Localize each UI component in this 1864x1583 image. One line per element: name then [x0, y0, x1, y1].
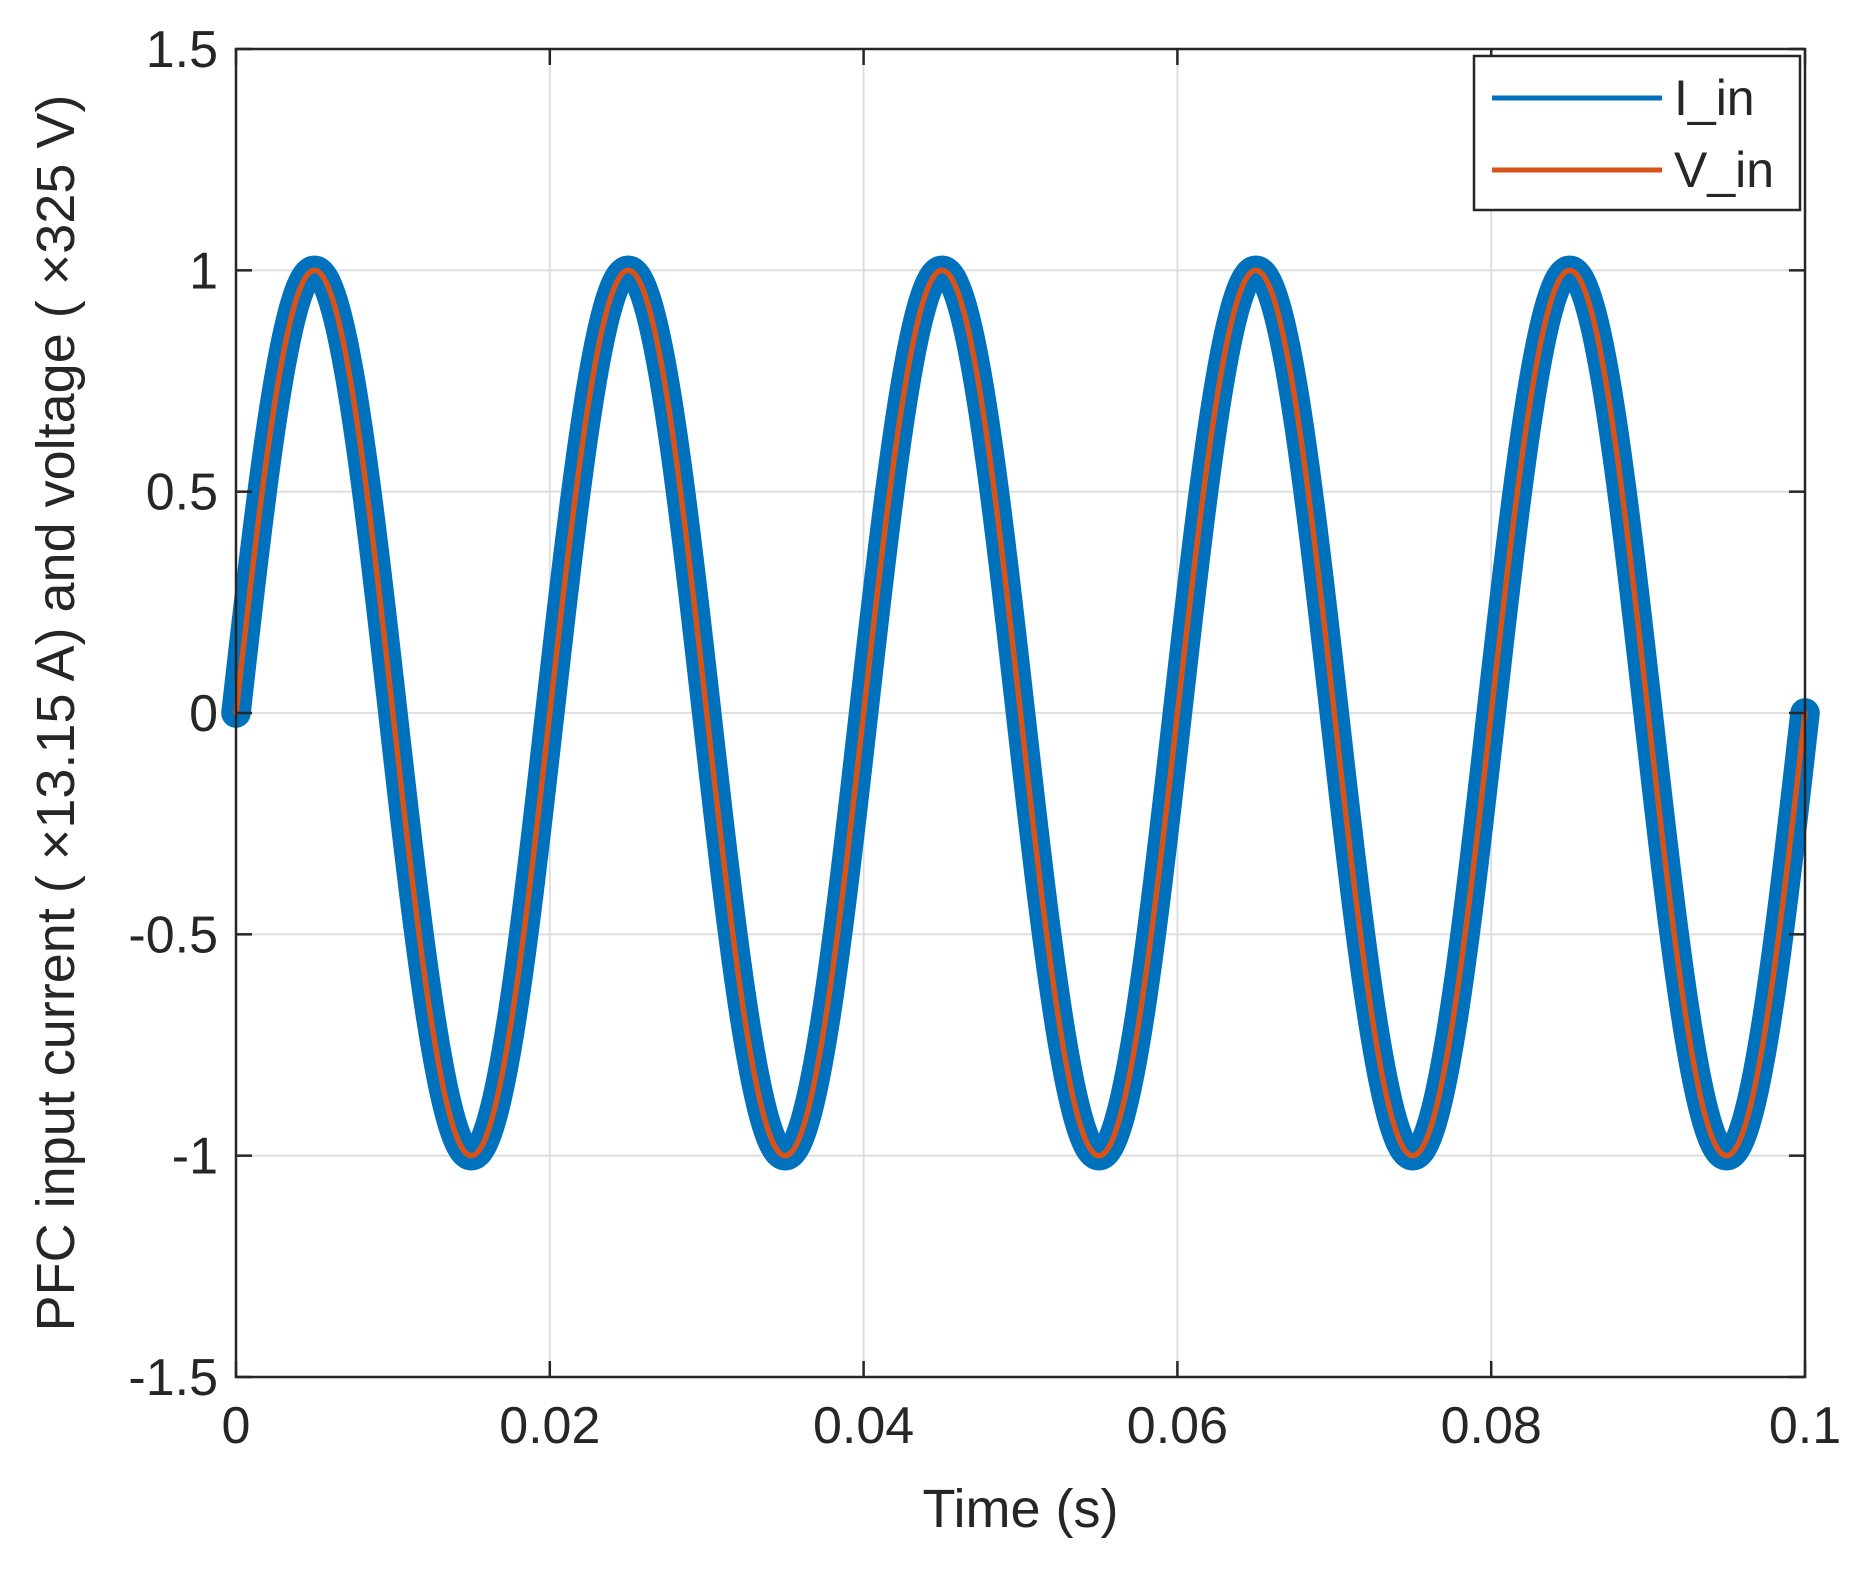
legend-box — [1472, 54, 1802, 212]
y-tick-label: 1.5 — [146, 21, 218, 79]
y-tick-label: -1.5 — [128, 1349, 218, 1407]
x-axis-label: Time (s) — [923, 1479, 1119, 1539]
x-tick-label: 0.08 — [1441, 1397, 1542, 1455]
x-tick-label: 0.1 — [1769, 1397, 1841, 1455]
legend: I_in V_in — [1472, 54, 1802, 212]
series-line-v-in — [233, 267, 1808, 1159]
y-tick-label: -0.5 — [128, 906, 218, 964]
legend-label-i-in: I_in — [1674, 70, 1755, 126]
y-tick-label: 0 — [189, 685, 218, 743]
y-tick-label: 1 — [189, 242, 218, 300]
x-tick-label: 0.04 — [813, 1397, 914, 1455]
y-axis-label: PFC input current ( ×13.15 A) and voltag… — [26, 95, 86, 1332]
x-tick-label: 0.06 — [1127, 1397, 1228, 1455]
x-tick-label: 0 — [222, 1397, 251, 1455]
y-tick-label: -1 — [172, 1128, 218, 1186]
series-layer — [221, 255, 1820, 1171]
ticks: 0 0.02 0.04 0.06 0.08 0.1 -1.5 -1 -0.5 0 0.5 1 1.5 — [128, 21, 1841, 1455]
y-tick-label: 0.5 — [146, 464, 218, 522]
x-tick-label: 0.02 — [499, 1397, 600, 1455]
legend-label-v-in: V_in — [1674, 142, 1774, 198]
